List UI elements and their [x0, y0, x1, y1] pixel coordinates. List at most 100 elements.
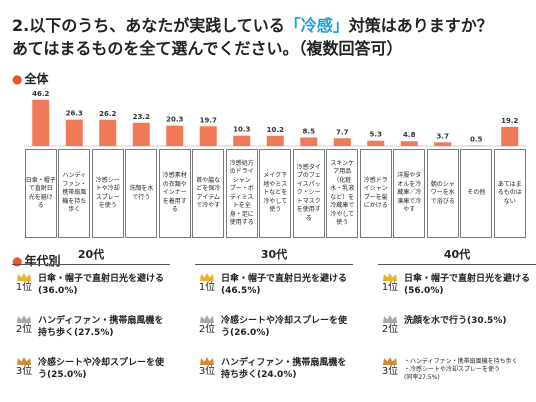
rank-text: 日傘・帽子で直射日光を避ける(36.0%)	[38, 274, 165, 296]
rank-row: 3位 ハンディファン・携帯扇風機を持ち歩く(24.0%)	[195, 356, 353, 381]
age-group-panel: 40代 1位 日傘・帽子で直射日光を避ける(56.0%) 2位 洗顔を水で行う(30.5…	[378, 246, 536, 396]
bar	[501, 126, 519, 146]
crown-icon	[17, 357, 31, 365]
category-label: ハンディ ファン・ 携帯扇風 機を持ち 歩く	[58, 149, 91, 238]
bar	[333, 138, 351, 146]
bar-value-label: 7.7	[336, 128, 349, 136]
question-line-1: 2.以下のうち、あなたが実践している「冷感」対策はありますか？	[12, 14, 527, 37]
bar-value-label: 19.7	[200, 116, 217, 124]
category-label: 洗顔を水 で行う	[125, 149, 158, 238]
rank-number: 2位	[198, 324, 216, 335]
bar-value-label: 26.3	[66, 110, 83, 118]
rank-text: 日傘・帽子で直射日光を避ける(46.5%)	[221, 274, 348, 296]
category-label: スキンケ ア用品 （化粧 水・乳液 など）を 冷蔵庫で 冷やして 使う	[326, 149, 359, 238]
rank-badge: 1位	[378, 272, 402, 294]
question-title: 2.以下のうち、あなたが実践している「冷感」対策はありますか？ あてはまるものを…	[12, 14, 527, 60]
rank-number: 3位	[15, 366, 33, 377]
bar-value-label: 23.2	[133, 113, 150, 121]
bullet-icon: ●	[12, 254, 23, 268]
category-label: 冷感ドラ イシャン プーを髪 にかける	[359, 149, 392, 238]
category-label: 首や脇な どを保冷 アイテム で冷やす	[192, 149, 225, 238]
rank-number: 1位	[15, 282, 33, 293]
overall-section-label: ● 全体	[12, 70, 49, 87]
bar-value-label: 46.2	[32, 90, 49, 98]
bar	[300, 137, 318, 146]
age-group-header: 20代	[12, 246, 170, 265]
crown-icon	[383, 357, 397, 365]
category-label: その他	[460, 149, 493, 238]
rank-row: 2位 冷感シートや冷却スプレーを使う(26.0%)	[195, 314, 353, 339]
bar	[400, 141, 418, 146]
category-label: 冷感処方 のドライ シャン プー・ボ ディミス トを全 身・足に 使用する	[225, 149, 258, 238]
age-group-header: 30代	[195, 246, 353, 265]
rank-number: 3位	[198, 366, 216, 377]
rank-row: 3位 冷感シートや冷却スプレーを使う(25.0%)	[12, 356, 170, 381]
category-label: 冷感素材 の衣類や インナー を着用す る	[158, 149, 191, 238]
rank-row: 3位 ・ハンディファン・携帯扇風機を持ち歩く ・冷感シートや冷却スプレーを使う (…	[378, 356, 536, 382]
bar-value-label: 26.2	[99, 110, 116, 118]
rank-text: 冷感シートや冷却スプレーを使う(26.0%)	[221, 316, 348, 338]
rank-text: ・ハンディファン・携帯扇風機を持ち歩く ・冷感シートや冷却スプレーを使う (同率…	[404, 358, 518, 381]
rank-text: ハンディファン・携帯扇風機を持ち歩く(24.0%)	[221, 358, 347, 380]
age-group-panel: 30代 1位 日傘・帽子で直射日光を避ける(46.5%) 2位 冷感シートや冷却スプレー…	[195, 246, 353, 396]
category-label: 冷感タイ プのフェ イスパッ ク・シー トマスク を使用す る	[292, 149, 325, 238]
rank-row: 1位 日傘・帽子で直射日光を避ける(56.0%)	[378, 272, 536, 297]
bar	[434, 142, 452, 146]
rank-badge: 3位	[12, 356, 36, 378]
crown-icon	[200, 357, 214, 365]
category-label: 日傘・帽子 で直射日 光を避け る	[24, 149, 57, 238]
question-highlight: 「冷感」	[284, 16, 349, 35]
question-text-end: 対策はありますか？	[348, 16, 493, 35]
bar-value-label: 20.3	[166, 116, 183, 124]
category-label: メイク下 地やミス トなどを 冷やして 使う	[259, 149, 292, 238]
bar-value-label: 0.5	[470, 136, 483, 144]
overall-label-text: 全体	[24, 72, 49, 86]
bar-value-label: 8.5	[303, 128, 316, 136]
rank-badge: 2位	[378, 314, 402, 336]
rank-row: 1位 日傘・帽子で直射日光を避ける(36.0%)	[12, 272, 170, 297]
rank-number: 1位	[198, 282, 216, 293]
rank-badge: 1位	[12, 272, 36, 294]
bar	[266, 135, 284, 146]
bar-value-label: 4.8	[403, 131, 416, 139]
bar-value-label: 10.2	[267, 126, 284, 134]
category-label: 冷感シー トや冷却 スプレー を使う	[91, 149, 124, 238]
crown-icon	[383, 273, 397, 281]
crown-icon	[383, 315, 397, 323]
rank-badge: 2位	[12, 314, 36, 336]
crown-icon	[200, 273, 214, 281]
crown-icon	[17, 315, 31, 323]
bar	[65, 119, 83, 146]
bar	[99, 119, 117, 146]
bar	[367, 140, 385, 146]
question-line-2: あてはまるものを全て選んでください。（複数回答可）	[12, 39, 403, 58]
bullet-icon: ●	[12, 72, 23, 86]
rank-number: 2位	[381, 324, 399, 335]
rank-row: 1位 日傘・帽子で直射日光を避ける(46.5%)	[195, 272, 353, 297]
bar-value-label: 19.2	[501, 117, 518, 125]
bar	[199, 126, 217, 146]
bar-value-label: 3.7	[437, 132, 450, 140]
rank-row: 2位 洗顔を水で行う(30.5%)	[378, 314, 536, 336]
bar	[132, 122, 150, 146]
bar	[233, 135, 251, 146]
category-label: 洋服やタ オルを冷 蔵庫／冷 凍庫で冷 やす	[393, 149, 426, 238]
age-group-panel: 20代 1位 日傘・帽子で直射日光を避ける(36.0%) 2位 ハンディファン・携帯扇風…	[12, 246, 170, 396]
bar	[166, 125, 184, 146]
crown-icon	[17, 273, 31, 281]
bar	[467, 145, 485, 146]
rank-text: 冷感シートや冷却スプレーを使う(25.0%)	[38, 358, 165, 380]
bar-chart: 46.2 26.3 26.2 23.2 20.3 19.7 10.3 10.2 8.5 7.7 5.…	[24, 90, 527, 147]
bar	[32, 99, 50, 146]
rank-row: 2位 ハンディファン・携帯扇風機を持ち歩く(27.5%)	[12, 314, 170, 339]
rank-text: 日傘・帽子で直射日光を避ける(56.0%)	[404, 274, 531, 296]
rank-badge: 3位	[195, 356, 219, 378]
crown-icon	[200, 315, 214, 323]
rank-number: 1位	[381, 282, 399, 293]
question-text: 2.以下のうち、あなたが実践している	[12, 16, 285, 35]
age-group-header: 40代	[378, 246, 536, 265]
bar-value-label: 10.3	[233, 126, 250, 134]
rank-badge: 1位	[195, 272, 219, 294]
category-label: あてはま るものは ない	[493, 149, 526, 238]
category-label: 朝のシャ ワーを水 で浴びる	[426, 149, 459, 238]
